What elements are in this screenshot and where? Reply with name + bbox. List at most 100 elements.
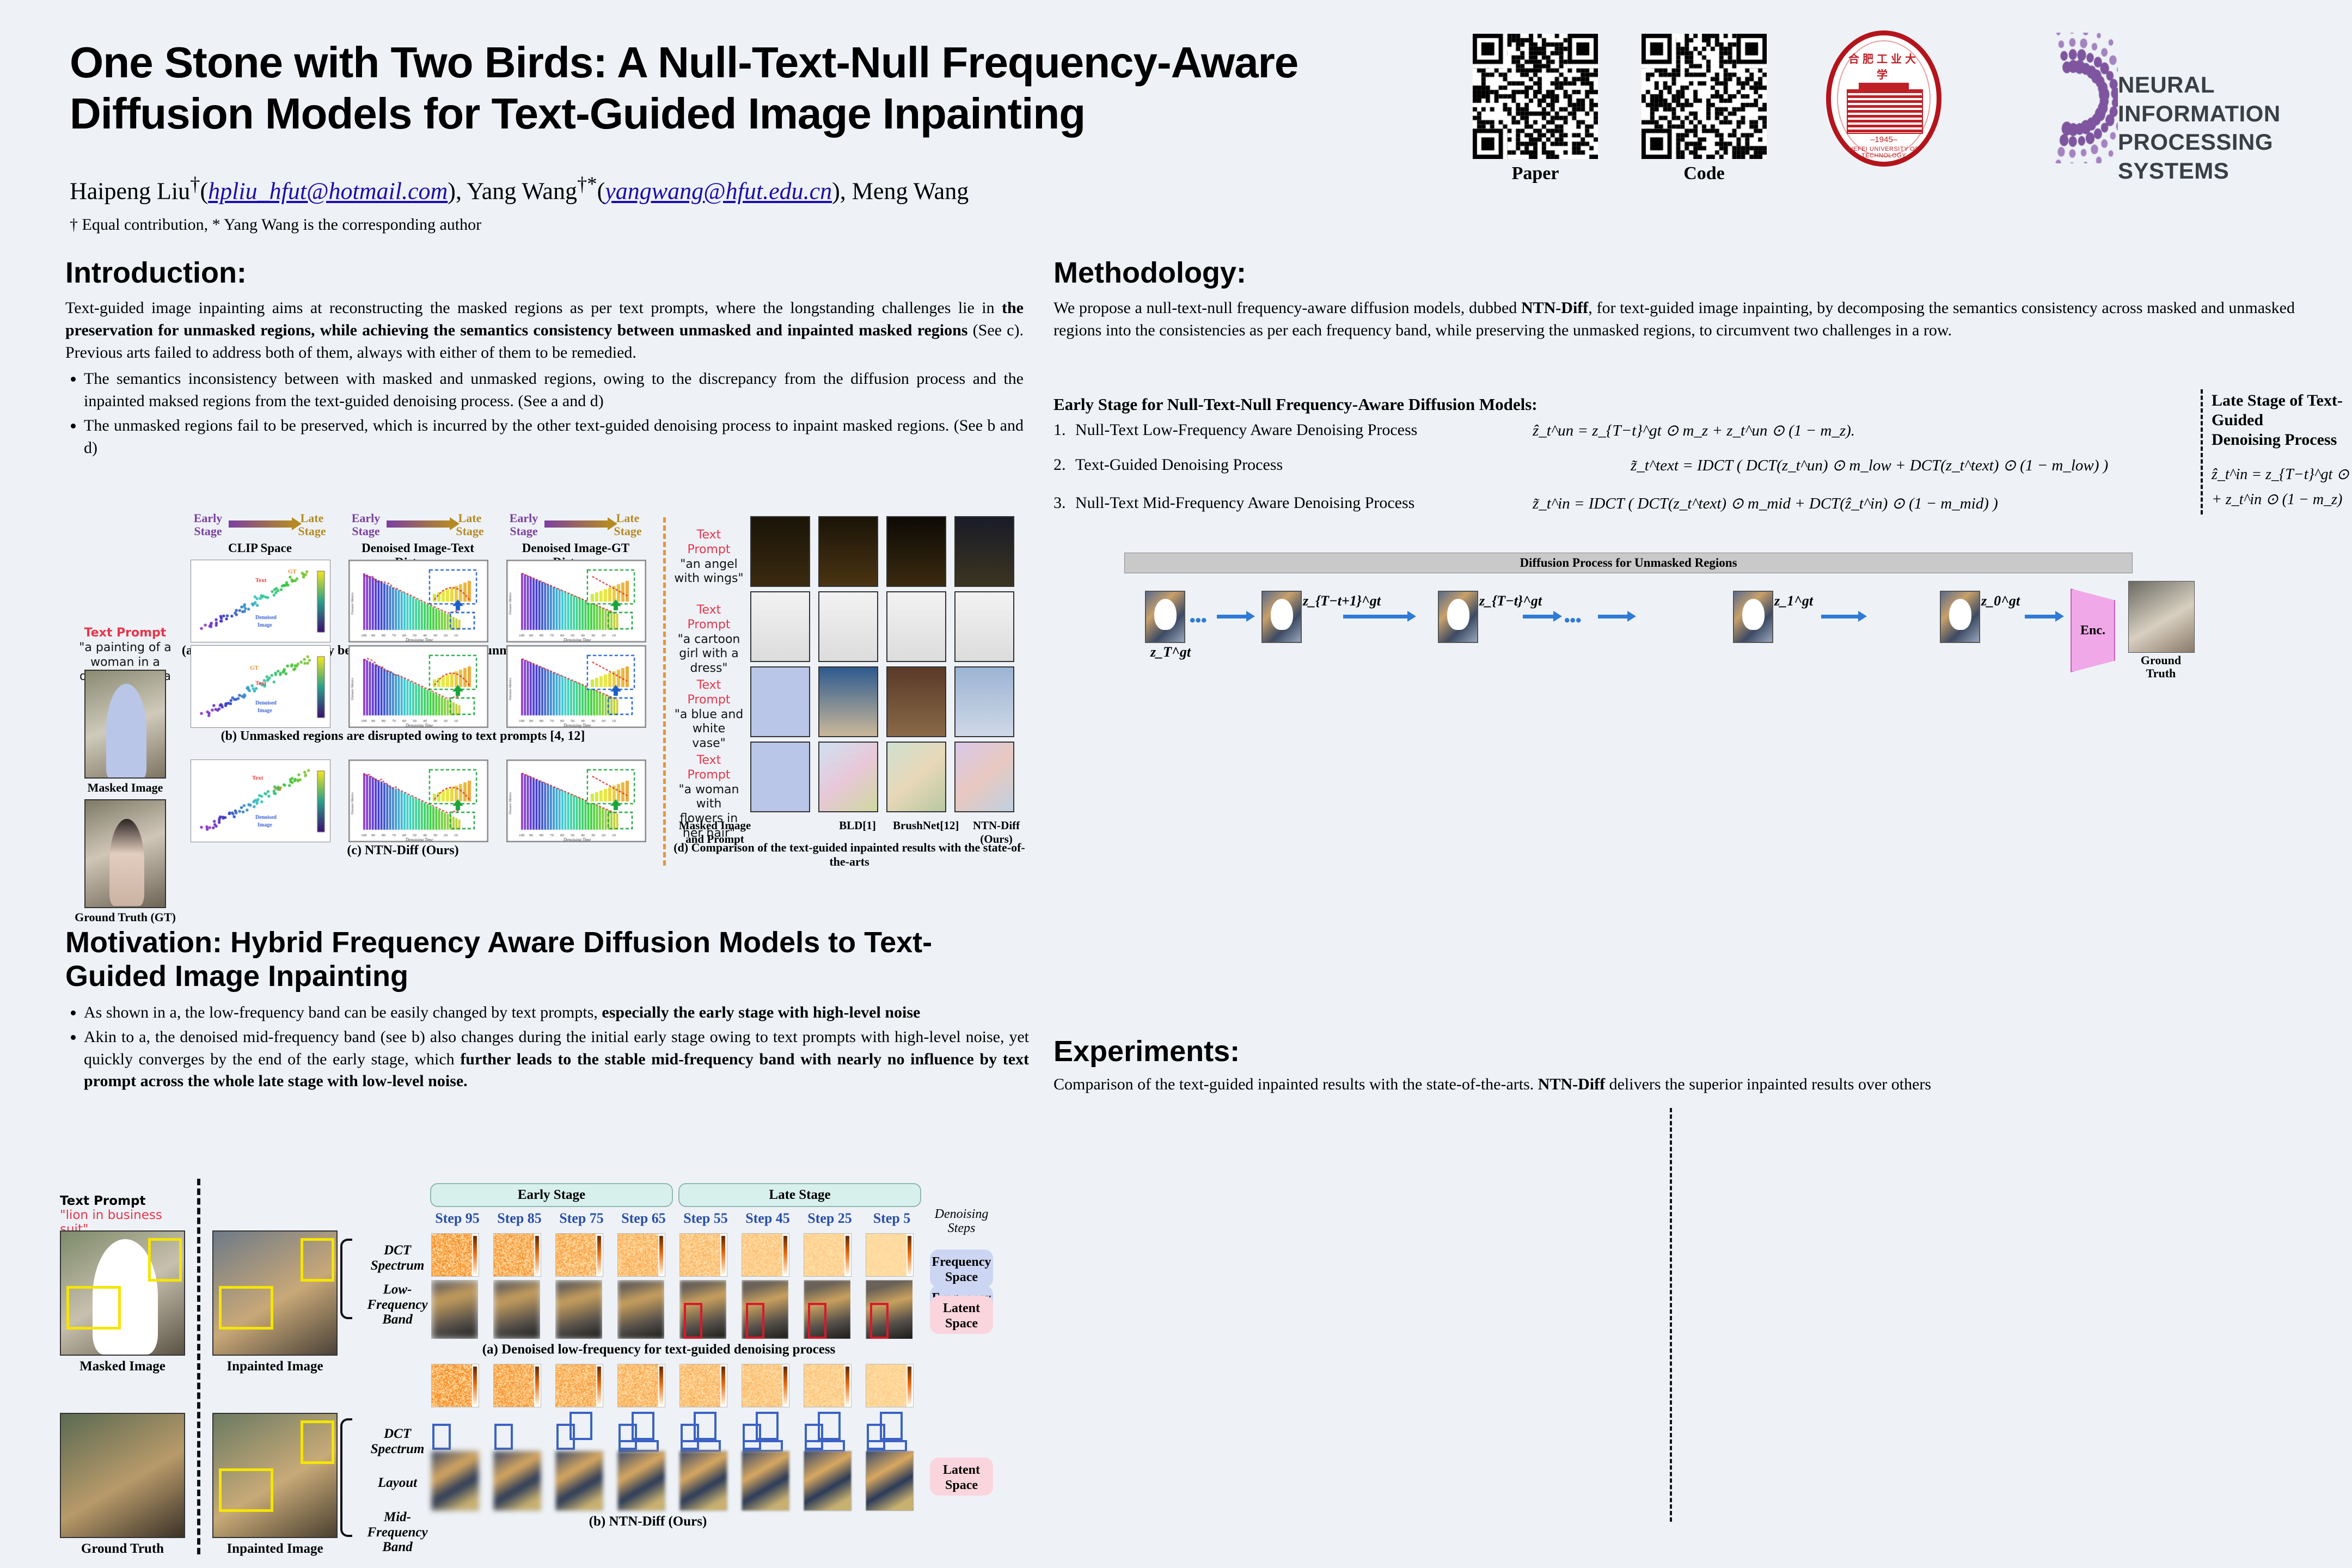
latent-image-mid-2 — [555, 1451, 603, 1511]
latent-wrap-low-6 — [804, 1280, 850, 1339]
ground-truth-image — [2128, 581, 2195, 653]
dct-spectrum-3 — [617, 1364, 665, 1407]
qr-code-label: Code — [1683, 163, 1725, 183]
highlight-box-top — [301, 1420, 334, 1464]
label-zTt1-gt: z_{T−t+1}^gt — [1303, 593, 1381, 609]
dct-spectrum-0 — [431, 1233, 479, 1277]
motivation-image-label-2: Ground Truth — [81, 1541, 164, 1556]
meth-text-a: We propose a null-text-null frequency-aw… — [1054, 299, 1521, 317]
email-link-1[interactable]: hpliu_hfut@hotmail.com — [208, 177, 448, 205]
label-z1-gt: z_1^gt — [1774, 593, 1814, 609]
intro-figure: Text Prompt "a painting of a woman in a … — [65, 511, 1029, 924]
motivation-image-0 — [60, 1230, 185, 1356]
latent-wrap-low-1 — [493, 1280, 540, 1339]
latent-image-mid-4 — [679, 1451, 727, 1511]
layout-box-main — [494, 1424, 513, 1450]
step-label-7: Step 5 — [873, 1210, 911, 1226]
highlight-box-left — [66, 1286, 121, 1330]
chart-canvas — [349, 760, 488, 842]
arrow-early-to-late — [544, 520, 609, 528]
layout-box-base — [867, 1440, 907, 1452]
chart-canvas — [349, 646, 488, 727]
panel-d-prompt-label-2: Text Prompt — [687, 678, 731, 707]
step-label-4: Step 55 — [683, 1210, 728, 1226]
panel-d-caption: (d) Comparison of the text-guided inpain… — [673, 841, 1025, 868]
experiments-divider — [1670, 1108, 1672, 1522]
latent-space-chip-b: Latent Space — [930, 1457, 993, 1496]
layout-box-secondary — [756, 1412, 779, 1440]
motivation-bullets: As shown in a, the low-frequency band ca… — [65, 1002, 1029, 1093]
hfut-chinese-name: 合肥工业大学 — [1848, 53, 1919, 81]
minichart-r2-c1 — [348, 759, 488, 842]
dct-canvas — [618, 1364, 665, 1407]
dct-spectrum-7 — [866, 1364, 914, 1407]
panel-d-image-r3-c0 — [750, 742, 810, 812]
latent-z1-gt — [1733, 591, 1773, 643]
neurips-dots-icon — [1982, 33, 2118, 163]
minichart-r0-c1 — [348, 560, 488, 642]
panel-d-prompt-label-1: Text Prompt — [687, 603, 731, 632]
highlight-box-top — [148, 1238, 182, 1282]
exp-sub-b: delivers the superior inpainted results … — [1605, 1075, 1932, 1093]
panel-d-image-r1-c1 — [818, 591, 878, 662]
minichart-r0-c2 — [506, 560, 646, 642]
dct-canvas — [494, 1234, 541, 1276]
introduction-bullets: The semantics inconsistency between with… — [65, 368, 1024, 459]
latent-image-mid-0 — [431, 1451, 479, 1511]
list-item: As shown in a, the low-frequency band ca… — [84, 1002, 1029, 1024]
motivation-divider — [197, 1179, 200, 1554]
mot-b0-bold: especially the early stage with high-lev… — [602, 1003, 921, 1021]
dct-spectrum-5 — [742, 1233, 789, 1277]
latent-zTt-gt — [1438, 591, 1478, 643]
page-title: One Stone with Two Birds: A Null-Text-Nu… — [70, 38, 1298, 138]
methodology-paragraph: We propose a null-text-null frequency-aw… — [1054, 297, 2295, 342]
late-stage-block: Late Stage of Text-Guided Denoising Proc… — [2212, 391, 2352, 509]
stage-arrow-2: Early Stage Late Stage — [506, 511, 645, 540]
minichart-r2-c0 — [191, 759, 330, 842]
layout-box-secondary — [694, 1412, 716, 1440]
dct-canvas — [742, 1234, 789, 1276]
mask-region — [93, 1239, 158, 1355]
panel-divider — [663, 517, 666, 866]
latent-z0-gt — [1940, 591, 1980, 643]
label-zT-gt: z_T^gt — [1150, 644, 1191, 660]
dct-spectrum-6 — [804, 1233, 852, 1277]
arrow-line — [1598, 611, 1636, 622]
arrow-early-to-late — [387, 520, 451, 528]
band-label-bottom-1: Layout — [377, 1475, 418, 1490]
stage-label-early: Early Stage — [351, 511, 381, 538]
latent-image-low-3 — [617, 1280, 664, 1339]
latent-image-mid-5 — [742, 1451, 789, 1511]
panel-d-prompt-2: Text Prompt "a blue and white vase" — [674, 678, 744, 751]
label-z0-gt: z_0^gt — [1981, 593, 2020, 609]
qr-code[interactable]: Code — [1641, 34, 1767, 184]
author-first: Haipeng Liu — [70, 177, 191, 205]
panel-d-image-r0-c1 — [818, 516, 878, 587]
panel-d-column-2: BrushNet[12] — [893, 819, 959, 832]
email-link-2[interactable]: yangwang@hfut.edu.cn — [605, 177, 832, 205]
qr-paper-label: Paper — [1511, 163, 1559, 183]
motivation-image-2 — [60, 1413, 185, 1538]
latent-wrap-low-3 — [617, 1280, 664, 1339]
red-highlight-box — [746, 1303, 764, 1339]
intro-caption-2: (c) NTN-Diff (Ours) — [347, 843, 459, 857]
qr-paper[interactable]: Paper — [1473, 34, 1598, 184]
arrow-early-to-late — [229, 520, 293, 528]
latent-image-low-2 — [555, 1280, 602, 1339]
band-label-bottom-2: Mid-Frequency Band — [367, 1510, 428, 1554]
latent-image-mid-1 — [493, 1451, 541, 1511]
methodology-item-label-2: Null-Text Mid-Frequency Aware Denoising … — [1075, 494, 1415, 512]
intro-text-a: Text-guided image inpainting aims at rec… — [65, 299, 1002, 317]
neurips-line-1: NEURAL INFORMATION — [2118, 72, 2281, 126]
late-stage-divider — [2201, 389, 2203, 514]
layout-box-main — [681, 1424, 699, 1450]
dct-canvas — [866, 1364, 913, 1407]
minichart-r0-c0 — [191, 560, 330, 642]
step-label-2: Step 75 — [559, 1210, 604, 1226]
late-stage-equation-2: + z_t^in ⊙ (1 − m_z) — [2212, 491, 2343, 508]
mask-hole — [1271, 598, 1293, 630]
label-zTt-gt: z_{T−t}^gt — [1479, 593, 1542, 609]
red-highlight-box — [870, 1303, 889, 1339]
stage-label-early: Early Stage — [193, 511, 223, 538]
chart-canvas — [507, 560, 646, 642]
